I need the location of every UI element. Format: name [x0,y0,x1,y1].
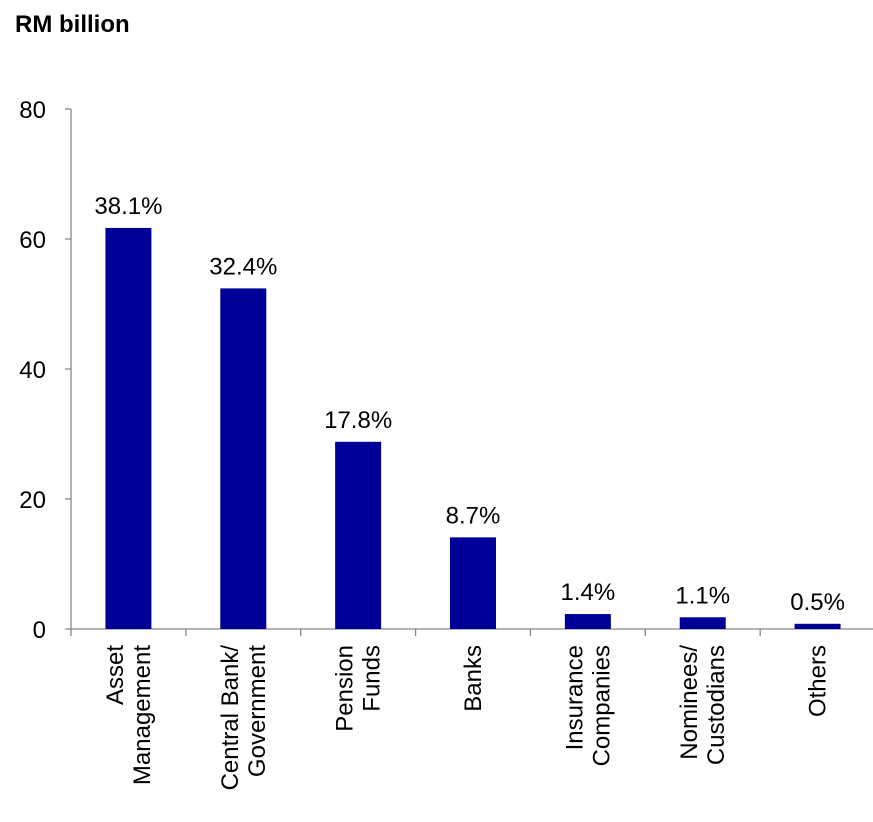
bar [564,614,611,629]
category-label: Insurance Companies [561,645,615,766]
category-label-line: Companies [588,645,615,766]
data-label: 0.5% [790,589,845,616]
bar [679,617,726,629]
data-label: 38.1% [94,193,162,220]
category-label: Banks [460,645,487,712]
category-label: Nominees/Custodians [676,645,730,765]
y-tick-label: 80 [19,97,46,124]
category-label: Asset Management [102,645,156,785]
data-label: 1.1% [675,582,730,609]
data-label: 32.4% [209,253,277,280]
category-label-line: Custodians [703,645,730,765]
bars [105,227,841,629]
y-tick-label: 40 [19,357,46,384]
bar [220,288,267,629]
axes: 0 20 40 60 80 [19,97,873,644]
data-labels: 38.1% Asset Management 32.4% Central Bank/Go… [94,193,845,790]
bar [335,441,382,629]
category-label-line: Banks [460,645,487,712]
data-label: 8.7% [446,502,501,529]
data-label: 17.8% [324,407,392,434]
bar [794,623,841,629]
category-label-line: Funds [359,645,386,712]
bar [450,537,496,629]
chart-title: RM billion [15,11,130,38]
category-label: Pension Funds [332,645,386,732]
category-label-line: Pension [332,645,359,732]
category-label-line: Insurance [561,645,588,750]
y-tick-label: 0 [33,617,46,644]
category-label-line: Central Bank/ [217,645,244,791]
bar [105,227,152,629]
category-label-line: Nominees/ [676,645,703,760]
y-tick-label: 20 [19,487,46,514]
category-label-line: Asset [102,645,129,705]
category-label: Others [805,645,832,717]
category-label-line: Management [129,645,156,785]
category-label-line: Others [805,645,832,717]
y-tick-label: 60 [19,227,46,254]
category-label: Central Bank/Government [217,645,271,791]
data-label: 1.4% [561,579,616,606]
category-label-line: Government [244,645,271,777]
